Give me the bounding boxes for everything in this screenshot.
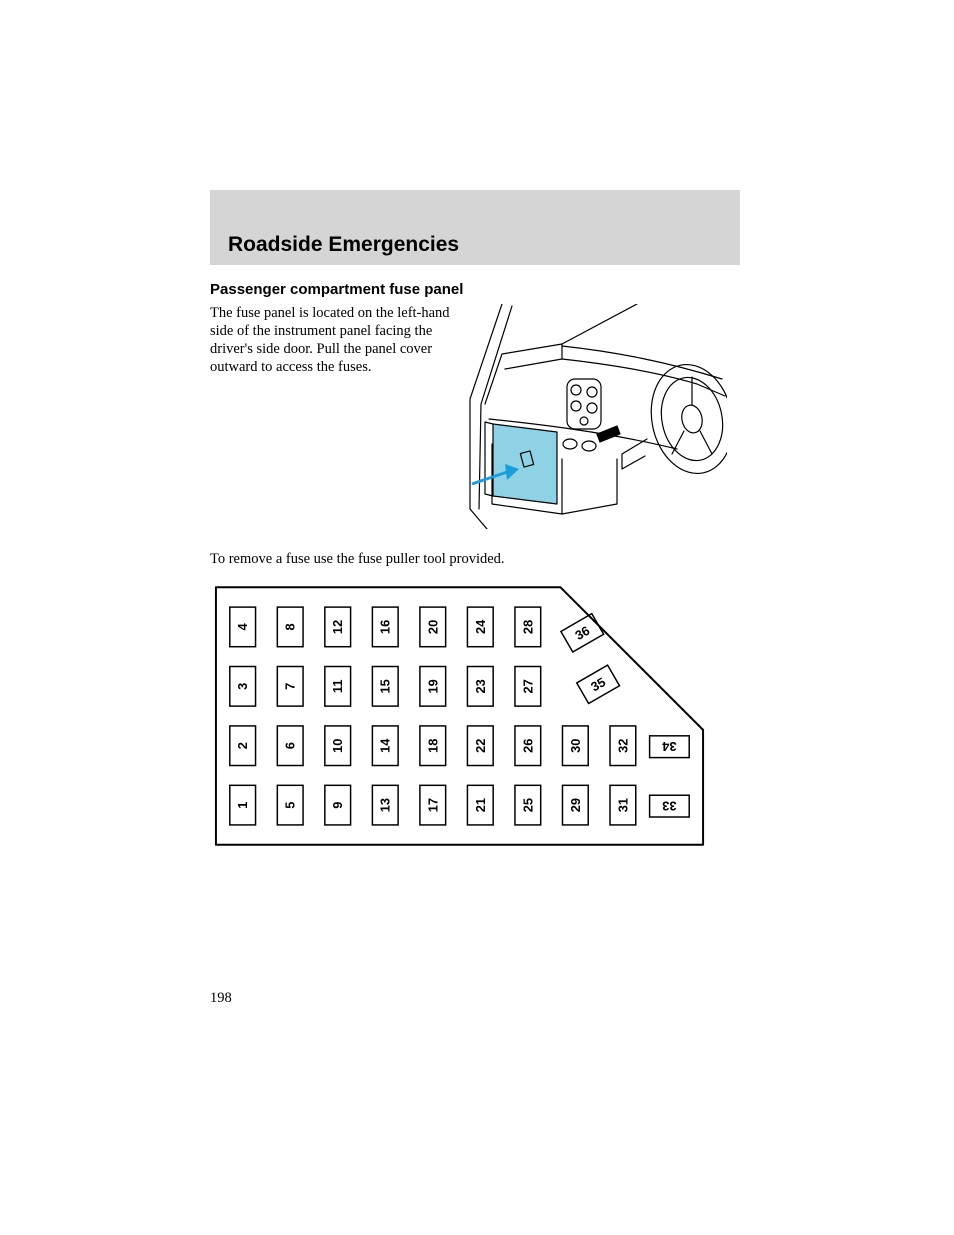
svg-text:11: 11 [330, 680, 345, 694]
svg-text:20: 20 [425, 620, 440, 634]
svg-text:21: 21 [473, 798, 488, 812]
text-and-illustration: The fuse panel is located on the left-ha… [210, 304, 740, 529]
svg-text:6: 6 [283, 742, 298, 749]
svg-text:26: 26 [520, 739, 535, 753]
dashboard-illustration [467, 304, 727, 529]
svg-text:12: 12 [330, 620, 345, 634]
svg-text:31: 31 [615, 798, 630, 812]
svg-text:9: 9 [330, 802, 345, 809]
svg-text:29: 29 [568, 798, 583, 812]
svg-text:36: 36 [572, 623, 592, 643]
svg-text:3: 3 [235, 683, 250, 690]
svg-text:25: 25 [520, 798, 535, 812]
subheading: Passenger compartment fuse panel [210, 281, 740, 298]
svg-text:5: 5 [283, 802, 298, 809]
svg-text:2: 2 [235, 742, 250, 749]
body-paragraph: The fuse panel is located on the left-ha… [210, 304, 455, 377]
svg-text:8: 8 [283, 623, 298, 630]
svg-text:4: 4 [235, 622, 250, 630]
svg-text:7: 7 [283, 683, 298, 690]
svg-text:16: 16 [378, 620, 393, 634]
svg-text:30: 30 [568, 739, 583, 753]
svg-text:28: 28 [520, 620, 535, 634]
svg-text:24: 24 [473, 619, 488, 634]
fuse-panel-diagram: 1234567891011121314151617181920212223242… [210, 580, 710, 855]
svg-text:1: 1 [235, 802, 250, 809]
content-block: Passenger compartment fuse panel The fus… [210, 265, 740, 855]
svg-text:27: 27 [520, 679, 535, 693]
svg-text:18: 18 [425, 739, 440, 753]
svg-text:17: 17 [425, 798, 440, 812]
page-number: 198 [210, 990, 232, 1007]
svg-text:33: 33 [662, 799, 676, 814]
svg-text:23: 23 [473, 679, 488, 693]
section-title: Roadside Emergencies [228, 233, 459, 257]
page-content: Roadside Emergencies Passenger compartme… [210, 190, 740, 855]
svg-text:19: 19 [425, 679, 440, 693]
svg-text:14: 14 [378, 738, 393, 753]
caption-text: To remove a fuse use the fuse puller too… [210, 551, 740, 568]
svg-text:32: 32 [615, 739, 630, 753]
svg-text:34: 34 [661, 739, 676, 754]
header-band: Roadside Emergencies [210, 190, 740, 265]
svg-text:10: 10 [330, 739, 345, 753]
svg-text:22: 22 [473, 739, 488, 753]
svg-text:13: 13 [378, 798, 393, 812]
svg-text:15: 15 [378, 679, 393, 693]
svg-text:35: 35 [588, 674, 608, 694]
